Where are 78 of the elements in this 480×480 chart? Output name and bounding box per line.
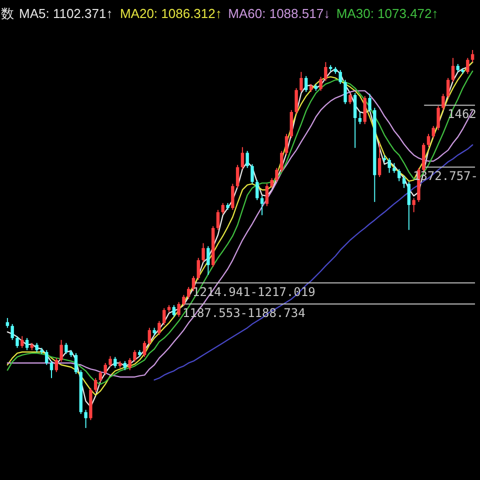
candlestick: [114, 356, 117, 368]
candlestick: [206, 246, 210, 276]
candlestick: [216, 209, 220, 230]
candlestick: [398, 168, 401, 182]
candlestick: [378, 142, 382, 178]
candlestick: [94, 378, 98, 393]
candlestick: [324, 62, 328, 82]
candlestick: [470, 50, 474, 63]
candlestick: [432, 125, 435, 139]
candlestick: [284, 133, 288, 156]
candlestick: [466, 57, 470, 74]
candlestick: [196, 257, 200, 280]
text: MA5: 1102.371↑: [19, 6, 113, 21]
candlestick: [294, 88, 298, 114]
candlestick: [304, 76, 308, 92]
candlestick: [25, 338, 29, 351]
text: MA60: 1088.517↓: [228, 6, 330, 21]
candlestick: [265, 183, 269, 207]
candlestick: [133, 350, 136, 362]
candlestick: [451, 57, 455, 83]
candlestick: [338, 70, 342, 85]
candlestick: [20, 336, 24, 348]
candlestick: [426, 133, 430, 148]
candlestick: [260, 195, 264, 216]
candlestick: [182, 294, 186, 306]
candlestick: [16, 336, 19, 348]
chart-title: 数: [1, 6, 14, 21]
candlestick: [221, 202, 224, 215]
candlestick: [246, 150, 249, 168]
text: MA30: 1073.472↑: [336, 6, 438, 21]
candlestick: [172, 304, 176, 318]
candlestick: [45, 350, 48, 366]
candlestick: [436, 105, 440, 131]
candlestick: [368, 93, 372, 112]
text: MA20: 1086.312↑: [120, 6, 222, 21]
candlestick: [442, 93, 445, 111]
candlestick: [412, 198, 416, 213]
candlestick: [392, 162, 396, 174]
candlestick: [158, 320, 161, 336]
candlestick: [446, 77, 450, 99]
candlestick: [84, 409, 88, 428]
candlestick: [348, 92, 352, 105]
candlestick: [363, 96, 366, 125]
candlestick: [64, 342, 68, 354]
candlestick: [280, 150, 284, 173]
candlestick: [358, 111, 362, 125]
candlestick: [123, 360, 127, 371]
candlestick: [6, 318, 10, 328]
candlestick: [142, 340, 146, 358]
candlestick: [177, 302, 180, 318]
candlestick: [186, 286, 190, 300]
candlestick: [236, 164, 240, 188]
candlestick: [270, 178, 274, 188]
candlestick: [162, 308, 166, 326]
candlestick: [407, 181, 411, 230]
candlestick: [250, 164, 254, 184]
candlestick: [128, 358, 132, 371]
candlestick: [353, 92, 357, 148]
candlestick: [60, 339, 63, 362]
candlestick: [148, 327, 152, 346]
candlestick: [231, 183, 234, 210]
candlestick: [319, 76, 322, 92]
candlestick: [35, 342, 38, 353]
candlestick: [10, 324, 14, 340]
candlestick: [402, 175, 406, 188]
candlestick: [344, 79, 347, 105]
candlestick: [240, 146, 244, 170]
candlestick: [256, 180, 259, 201]
candlestick: [300, 71, 303, 92]
candlestick: [50, 360, 54, 379]
candlestick: [98, 370, 102, 382]
candlestick: [388, 158, 391, 174]
candlestick: [54, 358, 58, 373]
candlestick: [104, 362, 107, 376]
candlestick: [202, 242, 205, 263]
candlestick: [74, 352, 78, 374]
candlestick: [275, 167, 278, 182]
candlestick: [108, 356, 112, 368]
